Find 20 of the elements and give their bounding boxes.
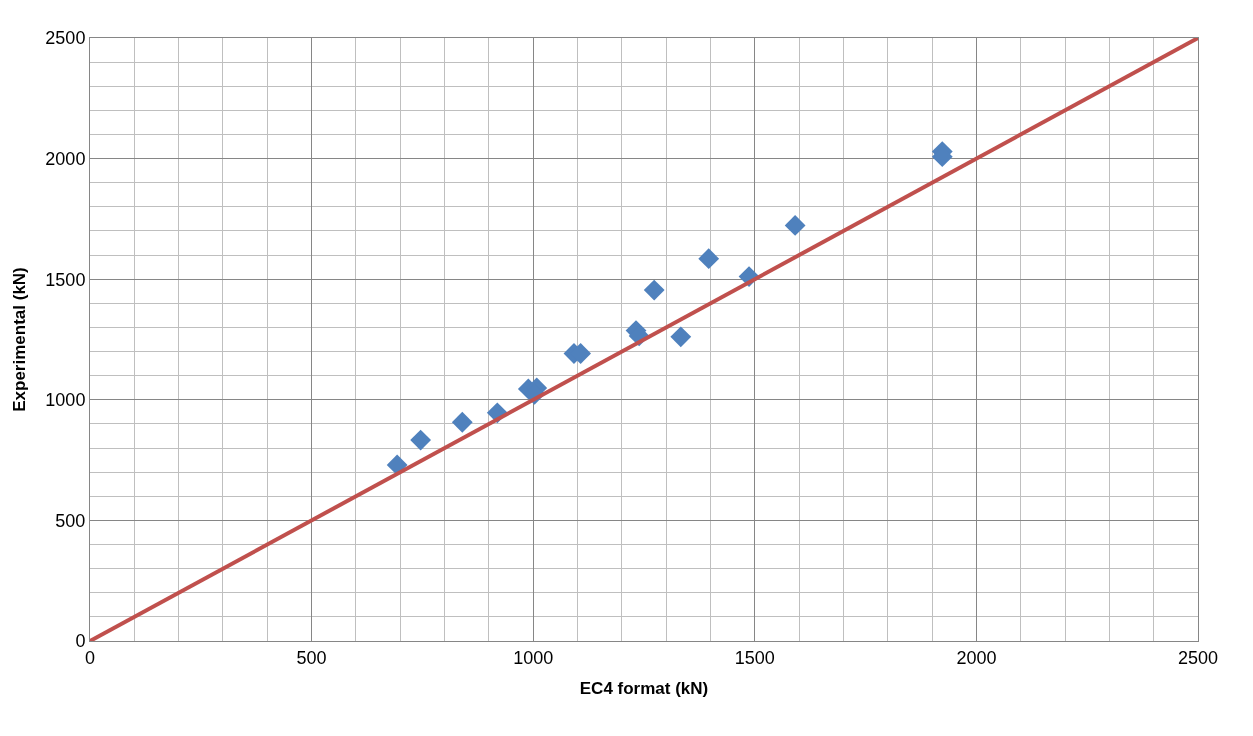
y-tick-label: 1500 (45, 269, 86, 290)
point (410, 429, 432, 451)
x-tick-label: 2000 (956, 647, 997, 668)
y-tick-label: 0 (75, 631, 86, 652)
point (698, 248, 720, 270)
y-tick-label: 2500 (45, 28, 86, 49)
y-tick-label: 2000 (45, 148, 86, 169)
point (643, 279, 665, 301)
y-axis-title: Experimental (kN) (9, 267, 29, 412)
point (670, 326, 692, 348)
point (784, 215, 806, 236)
point (451, 411, 473, 433)
x-tick-label: 500 (296, 647, 327, 668)
x-tick-label: 1500 (734, 647, 775, 668)
x-tick-label: 1000 (513, 647, 554, 668)
y-tick-label: 500 (55, 510, 86, 531)
x-axis-title: EC4 format (kN) (579, 679, 709, 698)
y-tick-label: 1000 (45, 390, 86, 411)
point (386, 454, 408, 476)
x-tick-label: 2500 (1177, 647, 1219, 668)
